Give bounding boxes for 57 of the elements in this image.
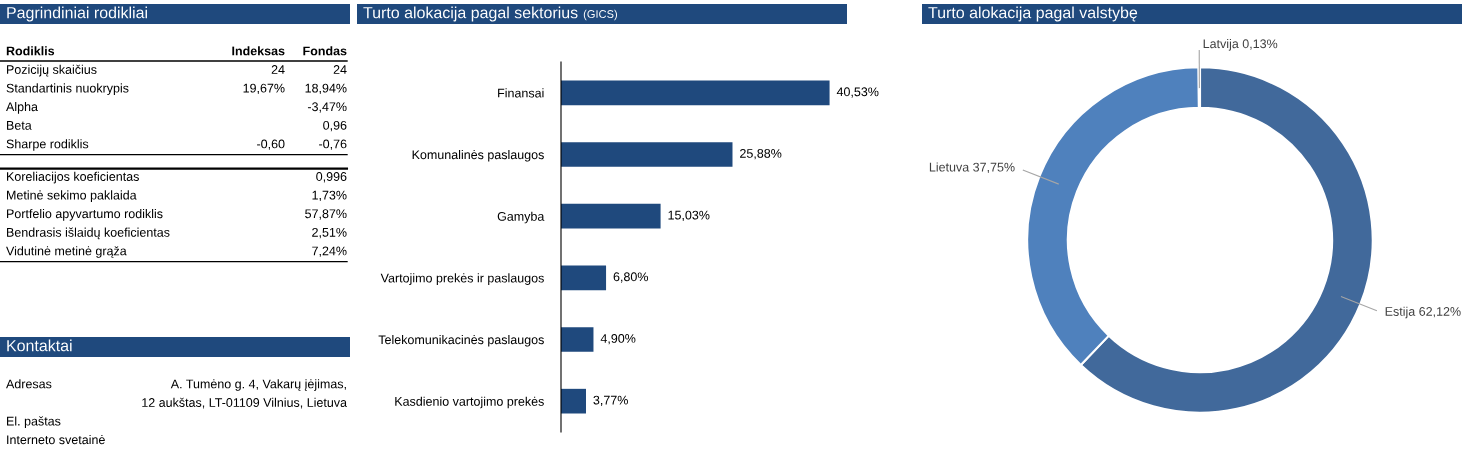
text: 12 aukštas, LT-01109 Vilnius, Lietuva — [142, 397, 348, 409]
bar — [561, 388, 586, 414]
text: Rodiklis — [6, 46, 55, 56]
y-tick-label: Komunalinės paslaugos — [412, 149, 544, 162]
text: 57,87% — [305, 209, 347, 220]
category-label: Pozicijų skaičius — [7, 64, 97, 77]
slice-label: Latvija 0,13% — [1203, 38, 1278, 51]
text: -0,60 — [257, 139, 285, 150]
text: 24 — [333, 65, 347, 74]
category-label: Bendrasis išlaidų koeficientas — [7, 227, 170, 240]
bar — [561, 327, 594, 352]
data-label: 4,90% — [600, 334, 636, 345]
category-label: Portfelio apyvartumo rodiklis — [7, 208, 163, 221]
category-label: Alpha — [6, 101, 38, 114]
chart-title: Turto alokacija pagal valstybę — [928, 6, 1138, 22]
category-label: Metinė sekimo paklaida — [7, 190, 137, 203]
category-label: El. paštas — [7, 416, 61, 429]
slice-label: Estija 62,12% — [1385, 306, 1461, 319]
category-label: Indeksas — [232, 46, 285, 56]
slice-label: Lietuva 37,75% — [929, 162, 1015, 174]
text: Kontaktai — [7, 339, 72, 352]
chart-subtitle: (GICS) — [583, 9, 617, 21]
data-label: 3,77% — [593, 395, 628, 406]
category-label: Vidutinė metinė grąža — [6, 246, 127, 258]
data-label: 40,53% — [836, 87, 879, 98]
data-label: 15,03% — [668, 210, 710, 221]
text: -0,76 — [319, 139, 347, 150]
text: 18,94% — [305, 83, 347, 95]
y-tick-label: Vartojimo prekės ir paslaugos — [380, 273, 544, 285]
category-label: Interneto svetainė — [7, 434, 105, 445]
bar — [561, 142, 733, 167]
bar — [561, 80, 830, 106]
y-tick-label: Gamyba — [497, 211, 545, 224]
text: 0,96 — [323, 120, 347, 132]
category-label: Koreliacijos koeficientas — [7, 171, 139, 184]
bar — [561, 265, 607, 291]
chart-title: Turto alokacija pagal sektorius — [363, 6, 578, 22]
category-label: Adresas — [6, 379, 52, 389]
text: -3,47% — [307, 102, 347, 113]
bar — [561, 203, 661, 229]
y-tick-label: Finansai — [498, 88, 544, 98]
text: 19,67% — [243, 83, 285, 95]
category-label: Sharpe rodiklis — [6, 139, 89, 151]
category-label: Fondas — [303, 46, 347, 56]
text: 24 — [271, 65, 285, 74]
text: 1,73% — [312, 190, 347, 202]
text: A. Tumėno g. 4, Vakarų įėjimas, — [170, 379, 346, 391]
text: 0,996 — [316, 172, 347, 183]
text: 2,51% — [312, 227, 347, 239]
text: 7,24% — [312, 246, 347, 257]
data-label: 25,88% — [740, 149, 782, 160]
y-tick-label: Telekomunikacinės paslaugos — [378, 334, 544, 347]
data-label: 6,80% — [613, 272, 648, 283]
category-label: Beta — [7, 121, 32, 130]
text: Pagrindiniai rodikliai — [7, 6, 147, 22]
category-label: Standartinis nuokrypis — [6, 83, 129, 96]
y-tick-label: Kasdienio vartojimo prekės — [395, 396, 544, 409]
